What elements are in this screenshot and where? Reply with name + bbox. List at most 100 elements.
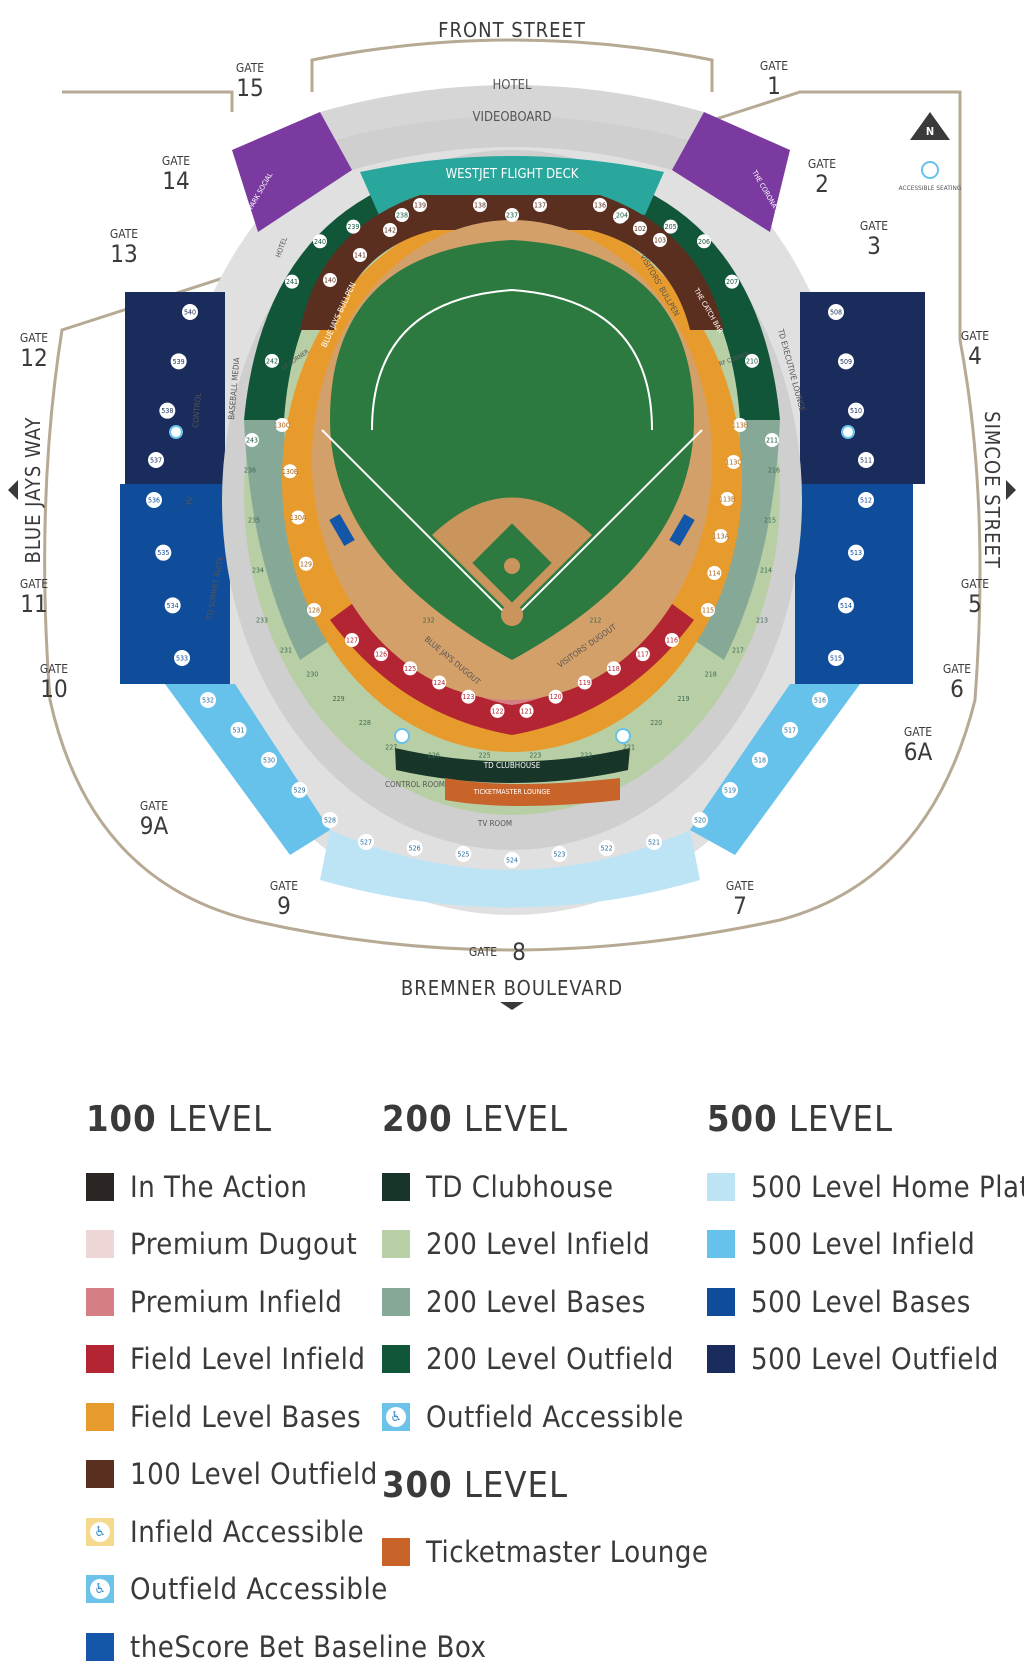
section-number[interactable]: 536: [148, 497, 160, 505]
section-number[interactable]: 526: [409, 845, 421, 853]
section-number[interactable]: 216: [768, 467, 780, 475]
section-number[interactable]: 225: [479, 752, 491, 760]
section-number[interactable]: 217: [732, 647, 744, 655]
section-500-bases-right[interactable]: [795, 484, 913, 684]
section-number[interactable]: 137: [534, 202, 546, 210]
section-number[interactable]: 130C: [274, 422, 291, 430]
section-number[interactable]: 113A: [713, 533, 730, 541]
section-number[interactable]: 516: [814, 697, 826, 705]
section-number[interactable]: 102: [634, 225, 646, 233]
section-number[interactable]: 136: [594, 202, 606, 210]
section-number[interactable]: 210: [746, 357, 758, 365]
section-number[interactable]: 121: [521, 707, 533, 715]
section-number[interactable]: 508: [830, 309, 842, 317]
section-number[interactable]: 233: [256, 617, 268, 625]
section-number[interactable]: 537: [150, 457, 162, 465]
section-number[interactable]: 230: [306, 671, 318, 679]
section-number[interactable]: 219: [678, 695, 690, 703]
section-number[interactable]: 122: [491, 707, 503, 715]
section-500-outfield-left[interactable]: [125, 292, 225, 484]
section-number[interactable]: 229: [333, 695, 345, 703]
td-clubhouse[interactable]: [395, 748, 630, 783]
baseline-box-right[interactable]: [669, 514, 695, 546]
section-number[interactable]: 518: [754, 757, 766, 765]
section-number[interactable]: 525: [457, 851, 469, 859]
section-number[interactable]: 242: [266, 357, 278, 365]
section-number[interactable]: 124: [433, 679, 445, 687]
section-number[interactable]: 115: [702, 607, 714, 615]
section-number[interactable]: 234: [252, 567, 264, 575]
section-number[interactable]: 220: [650, 719, 662, 727]
section-number[interactable]: 207: [726, 278, 738, 286]
section-number[interactable]: 211: [766, 437, 778, 445]
section-number[interactable]: 228: [359, 719, 371, 727]
section-number[interactable]: 129: [300, 560, 312, 568]
section-number[interactable]: 120: [550, 693, 562, 701]
section-500-outfield-right[interactable]: [800, 292, 925, 484]
section-number[interactable]: 119: [579, 679, 591, 687]
section-number[interactable]: 513: [850, 549, 862, 557]
section-number[interactable]: 227: [385, 743, 397, 751]
section-number[interactable]: 139: [414, 202, 426, 210]
section-number[interactable]: 215: [764, 517, 776, 525]
section-number[interactable]: 243: [246, 437, 258, 445]
section-number[interactable]: 237: [506, 212, 518, 220]
section-number[interactable]: 222: [580, 752, 592, 760]
section-number[interactable]: 231: [280, 647, 292, 655]
section-500-home-plate[interactable]: [320, 830, 700, 908]
section-number[interactable]: 517: [784, 727, 796, 735]
section-number[interactable]: 138: [474, 202, 486, 210]
section-number[interactable]: 531: [232, 727, 244, 735]
section-number[interactable]: 521: [648, 839, 660, 847]
section-number[interactable]: 538: [161, 407, 173, 415]
section-number[interactable]: 529: [293, 787, 305, 795]
section-number[interactable]: 141: [354, 252, 366, 260]
section-number[interactable]: 140: [324, 277, 336, 285]
section-number[interactable]: 221: [623, 743, 635, 751]
section-number[interactable]: 118: [608, 665, 620, 673]
section-number[interactable]: 103: [654, 237, 666, 245]
section-number[interactable]: 127: [346, 637, 358, 645]
section-500-bases-left[interactable]: [120, 484, 230, 684]
section-number[interactable]: 509: [840, 358, 852, 366]
section-number[interactable]: 113C: [725, 459, 742, 467]
section-number[interactable]: 130B: [282, 468, 298, 476]
section-number[interactable]: 128: [308, 607, 320, 615]
section-number[interactable]: 125: [404, 665, 416, 673]
section-number[interactable]: 532: [202, 697, 214, 705]
section-number[interactable]: 533: [176, 655, 188, 663]
section-number[interactable]: 114: [708, 570, 720, 578]
section-number[interactable]: 520: [694, 817, 706, 825]
section-number[interactable]: 123: [462, 693, 474, 701]
section-number[interactable]: 519: [724, 787, 736, 795]
section-number[interactable]: 223: [529, 752, 541, 760]
section-500-infield-left[interactable]: [165, 684, 330, 855]
level-200-bases[interactable]: [244, 420, 780, 660]
section-number[interactable]: 540: [184, 309, 196, 317]
level-100-infield[interactable]: [330, 595, 694, 735]
section-number[interactable]: 510: [850, 407, 862, 415]
level-100-outfield[interactable]: [300, 195, 724, 330]
section-number[interactable]: 522: [601, 845, 613, 853]
park-social[interactable]: [232, 112, 352, 232]
section-number[interactable]: 511: [860, 457, 872, 465]
section-number[interactable]: 238: [396, 212, 408, 220]
section-number[interactable]: 523: [553, 851, 565, 859]
section-number[interactable]: 241: [286, 278, 298, 286]
section-number[interactable]: 126: [375, 651, 387, 659]
section-number[interactable]: 226: [428, 752, 440, 760]
section-number[interactable]: 117: [637, 651, 649, 659]
section-number[interactable]: 535: [157, 549, 169, 557]
section-number[interactable]: 218: [705, 671, 717, 679]
section-number[interactable]: 130A: [290, 514, 307, 522]
section-number[interactable]: 206: [698, 238, 710, 246]
section-number[interactable]: 514: [840, 602, 852, 610]
section-number[interactable]: 527: [360, 839, 372, 847]
section-number[interactable]: 204: [616, 212, 628, 220]
section-number[interactable]: 239: [347, 223, 359, 231]
section-number[interactable]: 530: [263, 757, 275, 765]
section-number[interactable]: 240: [314, 238, 326, 246]
section-number[interactable]: 214: [760, 567, 772, 575]
section-number[interactable]: 113B: [719, 496, 735, 504]
corona-rooftop-patio[interactable]: [672, 112, 790, 232]
